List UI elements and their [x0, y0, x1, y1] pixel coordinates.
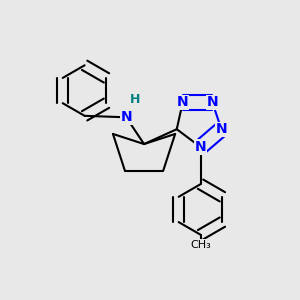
Text: CH₃: CH₃	[190, 240, 211, 250]
Text: N: N	[120, 110, 132, 124]
Text: N: N	[207, 95, 218, 110]
Text: H: H	[130, 93, 140, 106]
Text: N: N	[215, 122, 227, 136]
Text: N: N	[195, 140, 206, 154]
Text: N: N	[177, 95, 188, 110]
